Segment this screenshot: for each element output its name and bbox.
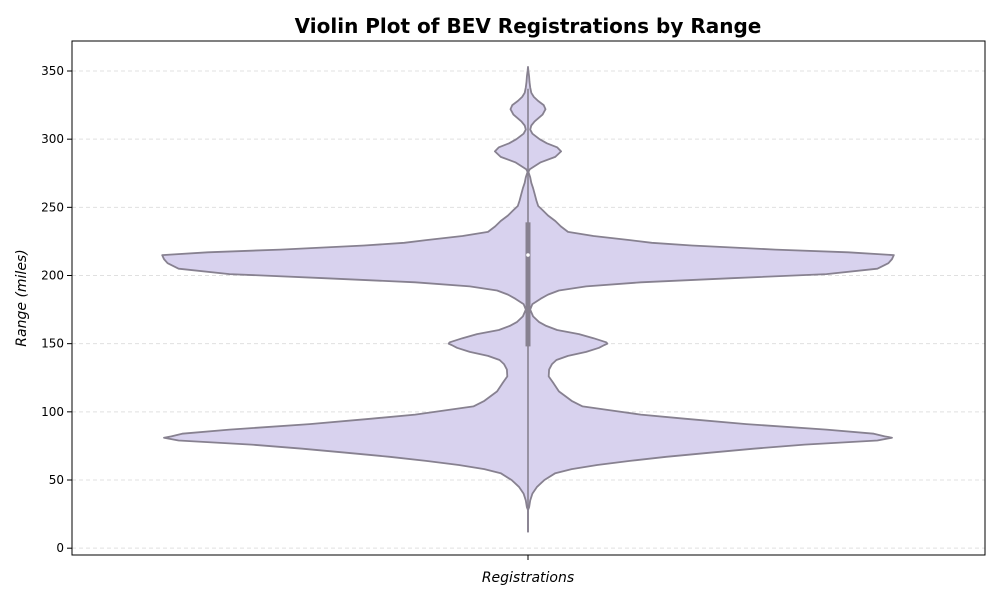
box-group	[525, 88, 531, 532]
chart-title: Violin Plot of BEV Registrations by Rang…	[295, 14, 762, 38]
y-tick-label: 0	[56, 541, 64, 555]
iqr-box	[525, 222, 531, 347]
x-axis-label: Registrations	[482, 570, 574, 586]
y-tick-label: 150	[41, 337, 64, 351]
y-tick-label: 100	[41, 405, 64, 419]
y-tick-label: 350	[41, 64, 64, 78]
y-axis-ticks: 0 50 100 150 200 250 300 350	[41, 64, 72, 555]
y-tick-label: 250	[41, 200, 64, 214]
median-marker	[526, 253, 530, 257]
y-tick-label: 50	[49, 473, 64, 487]
y-tick-label: 200	[41, 269, 64, 283]
y-tick-label: 300	[41, 132, 64, 146]
y-axis-label: Range (miles)	[14, 249, 30, 346]
